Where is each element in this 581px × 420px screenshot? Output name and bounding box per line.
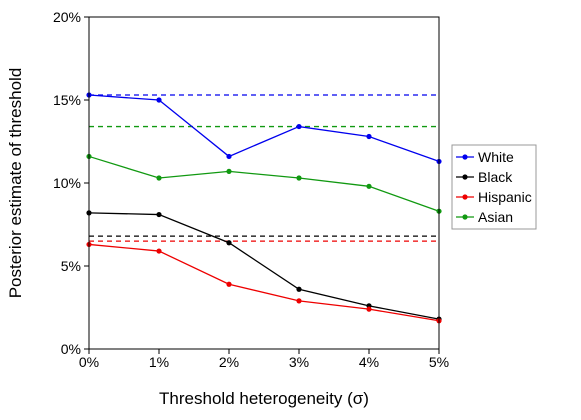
legend-item-white: White bbox=[456, 149, 514, 165]
series-line bbox=[88, 94, 440, 163]
data-point bbox=[366, 183, 372, 189]
data-point bbox=[366, 133, 372, 140]
x-tick-label: 0% bbox=[79, 354, 99, 370]
y-axis: 0% 5% 10% 15% 20% bbox=[53, 9, 89, 357]
data-point bbox=[226, 240, 232, 246]
series-white bbox=[86, 92, 442, 165]
series-hispanic bbox=[86, 241, 442, 324]
y-tick-label: 5% bbox=[61, 258, 81, 274]
data-point bbox=[156, 248, 162, 254]
data-point bbox=[156, 211, 162, 218]
legend: White Black Hispanic Asian bbox=[451, 144, 537, 230]
series-lines bbox=[86, 92, 442, 324]
data-point bbox=[296, 123, 302, 130]
data-point bbox=[156, 175, 162, 181]
legend-marker bbox=[462, 174, 468, 180]
data-point bbox=[226, 281, 232, 287]
legend-label: White bbox=[478, 149, 514, 165]
data-point bbox=[296, 175, 302, 181]
legend-label: Asian bbox=[478, 209, 513, 225]
data-point bbox=[366, 306, 372, 312]
legend-marker bbox=[462, 154, 468, 160]
x-tick-label: 5% bbox=[429, 354, 449, 370]
y-tick-label: 20% bbox=[53, 9, 81, 25]
legend-item-hispanic: Hispanic bbox=[456, 189, 532, 205]
series-line bbox=[88, 243, 440, 322]
data-point bbox=[226, 153, 232, 160]
legend-item-black: Black bbox=[456, 169, 513, 185]
y-axis-label: Posterior estimate of threshold bbox=[6, 68, 25, 299]
series-asian bbox=[86, 153, 442, 214]
series-line bbox=[88, 212, 440, 320]
x-axis-label: Threshold heterogeneity (σ) bbox=[159, 389, 369, 408]
x-tick-label: 3% bbox=[289, 354, 309, 370]
legend-label: Black bbox=[478, 169, 513, 185]
data-point bbox=[296, 298, 302, 304]
data-point bbox=[226, 168, 232, 174]
legend-item-asian: Asian bbox=[456, 209, 513, 225]
legend-label: Hispanic bbox=[478, 189, 532, 205]
legend-marker bbox=[462, 214, 468, 220]
x-tick-label: 2% bbox=[219, 354, 239, 370]
plot-frame bbox=[88, 16, 440, 350]
x-tick-label: 4% bbox=[359, 354, 379, 370]
reference-lines bbox=[89, 94, 439, 242]
y-tick-label: 0% bbox=[61, 341, 81, 357]
x-tick-label: 1% bbox=[149, 354, 169, 370]
series-black bbox=[86, 210, 442, 322]
x-axis: 0% 1% 2% 3% 4% 5% bbox=[79, 349, 449, 370]
series-line bbox=[88, 155, 440, 212]
y-tick-label: 10% bbox=[53, 175, 81, 191]
y-tick-label: 15% bbox=[53, 92, 81, 108]
data-point bbox=[156, 97, 162, 103]
legend-marker bbox=[462, 194, 468, 200]
data-point bbox=[296, 286, 302, 292]
